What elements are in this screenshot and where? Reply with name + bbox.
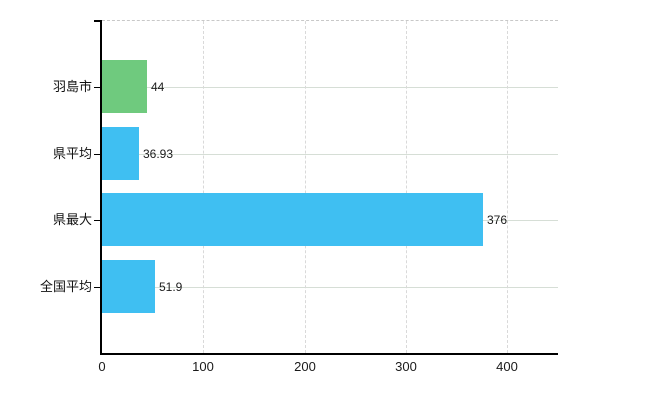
horizontal-gridline bbox=[102, 87, 558, 88]
y-axis-tick bbox=[94, 87, 102, 88]
plot-top-border bbox=[102, 20, 558, 21]
bar-value-label: 36.93 bbox=[143, 147, 174, 161]
x-tick-label: 0 bbox=[98, 359, 106, 374]
bar bbox=[102, 127, 139, 180]
y-axis-tick bbox=[94, 154, 102, 155]
vertical-gridline bbox=[203, 21, 204, 353]
y-axis-top-tick bbox=[94, 20, 102, 22]
plot-area: 44 36.93 376 51.9 bbox=[102, 21, 558, 353]
vertical-gridline bbox=[507, 21, 508, 353]
y-axis-line bbox=[100, 21, 102, 353]
x-tick-label: 400 bbox=[496, 359, 518, 374]
category-label: 県平均 bbox=[52, 146, 92, 161]
bar-value-label: 376 bbox=[487, 213, 508, 227]
vertical-gridline bbox=[305, 21, 306, 353]
category-label: 羽島市 bbox=[52, 79, 92, 94]
x-tick-label: 200 bbox=[294, 359, 316, 374]
bar bbox=[102, 60, 147, 113]
x-axis-line bbox=[100, 353, 558, 355]
x-tick-label: 300 bbox=[395, 359, 417, 374]
bar bbox=[102, 260, 155, 313]
bar-value-label: 51.9 bbox=[159, 280, 183, 294]
category-label: 全国平均 bbox=[39, 279, 92, 294]
y-axis-tick bbox=[94, 287, 102, 288]
vertical-gridline bbox=[406, 21, 407, 353]
bar-value-label: 44 bbox=[151, 80, 165, 94]
x-tick-label: 100 bbox=[192, 359, 214, 374]
horizontal-gridline bbox=[102, 287, 558, 288]
bar bbox=[102, 193, 483, 246]
horizontal-gridline bbox=[102, 154, 558, 155]
y-axis-tick bbox=[94, 220, 102, 221]
category-label: 県最大 bbox=[52, 212, 92, 227]
